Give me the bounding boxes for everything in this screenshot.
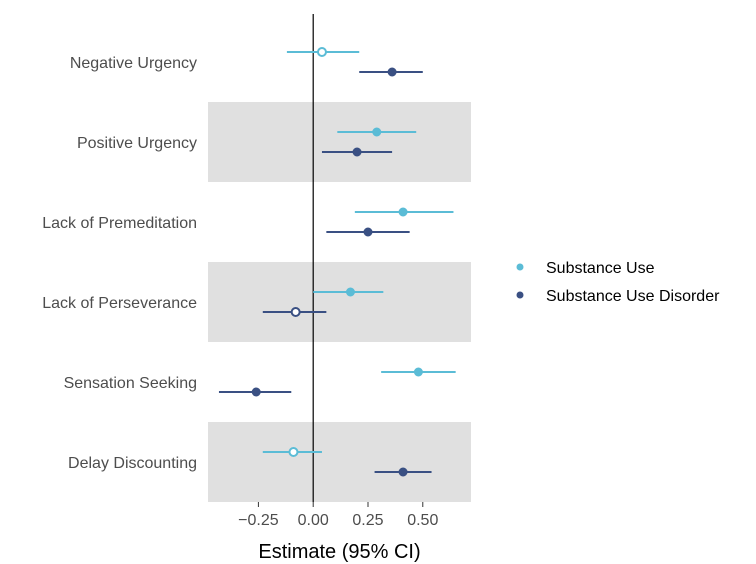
estimate-point (290, 307, 301, 317)
category-label: Lack of Premeditation (42, 215, 197, 232)
category-label: Sensation Seeking (64, 375, 197, 392)
x-axis-title: Estimate (95% CI) (258, 541, 420, 563)
legend-key (516, 263, 524, 271)
x-axis: −0.25 0.00 0.25 0.50 (238, 502, 438, 529)
legend: Substance Use Substance Use Disorder (516, 260, 720, 305)
category-labels: Negative Urgency Positive Urgency Lack of … (42, 55, 197, 472)
estimate-point (398, 467, 408, 477)
estimate-point (372, 127, 382, 137)
category-label: Positive Urgency (77, 135, 197, 152)
x-tick-label: 0.25 (352, 512, 383, 529)
estimate-point (251, 387, 261, 397)
row-band (208, 422, 471, 502)
estimate-point (387, 67, 397, 77)
category-label: Lack of Perseverance (42, 295, 197, 312)
category-label: Negative Urgency (70, 55, 197, 72)
legend-key (516, 291, 524, 299)
x-tick-label: 0.50 (407, 512, 438, 529)
row-band (208, 102, 471, 182)
estimate-point (413, 367, 423, 377)
legend-label: Substance Use (546, 260, 655, 277)
estimate-point (288, 447, 299, 457)
legend-label: Substance Use Disorder (546, 288, 720, 305)
estimate-point (398, 207, 408, 217)
row-bands (208, 102, 471, 502)
category-label: Delay Discounting (68, 455, 197, 472)
estimate-marks (218, 47, 456, 477)
estimate-point (345, 287, 355, 297)
row-band (208, 262, 471, 342)
estimate-point (363, 227, 373, 237)
x-tick-label: 0.00 (298, 512, 329, 529)
estimate-point (316, 47, 327, 57)
estimate-point (352, 147, 362, 157)
x-tick-label: −0.25 (238, 512, 279, 529)
